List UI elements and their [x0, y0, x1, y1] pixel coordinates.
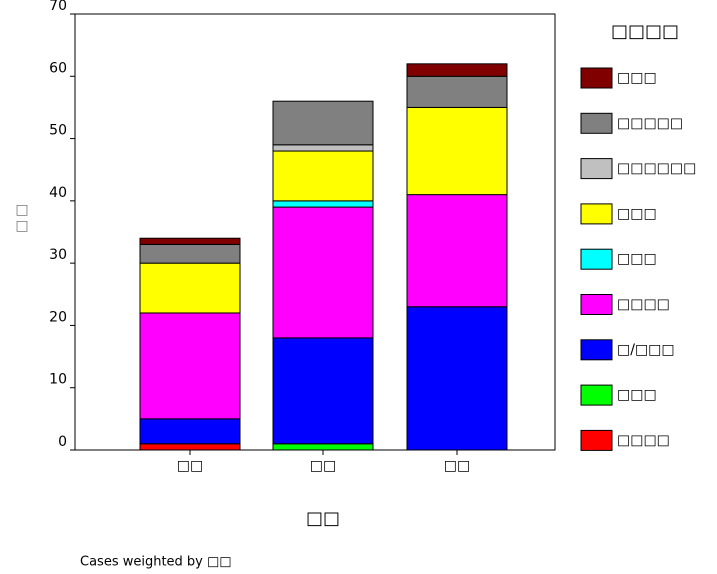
y-axis-label: □□	[14, 202, 30, 234]
bar-segment	[139, 237, 241, 245]
bar-segment	[272, 144, 374, 152]
bar-segment	[139, 312, 241, 420]
footnote: Cases weighted by □□	[80, 555, 232, 570]
y-tick-label: 70	[49, 0, 67, 14]
legend-label: □□□□	[617, 432, 670, 448]
legend-swatch	[580, 339, 613, 361]
legend-label: □□□	[617, 206, 657, 222]
legend-swatch	[580, 429, 613, 451]
legend-swatch	[580, 294, 613, 315]
bar-segment	[272, 443, 374, 451]
bar-segment	[272, 100, 374, 146]
bar-segment	[406, 194, 508, 308]
y-tick-label: 20	[49, 309, 67, 325]
x-tick-label: □□	[177, 458, 203, 474]
y-tick-label: 10	[49, 372, 67, 388]
legend-swatch	[580, 203, 613, 225]
legend-title: □□□□	[611, 21, 679, 42]
legend-label: □□□	[617, 251, 657, 267]
bar-segment	[139, 262, 241, 314]
bar-segment	[272, 150, 374, 202]
legend-label: □/□□□	[617, 342, 675, 358]
legend-swatch	[580, 112, 613, 134]
legend-swatch	[580, 158, 613, 180]
legend-swatch	[580, 67, 613, 89]
bar-segment	[139, 243, 241, 264]
bar-segment	[272, 206, 374, 339]
legend-label: □□□	[617, 70, 657, 86]
x-tick-label: □□	[310, 458, 336, 474]
y-tick-label: 0	[58, 434, 67, 450]
y-tick-label: 40	[49, 185, 67, 201]
bar-segment	[406, 75, 508, 108]
bar-segment	[272, 200, 374, 208]
bar-segment	[406, 106, 508, 196]
legend-swatch	[580, 248, 613, 270]
bar-segment	[406, 63, 508, 77]
legend-label: □□□□	[617, 297, 670, 313]
legend-swatch	[580, 384, 613, 406]
y-tick-label: 60	[49, 60, 67, 76]
legend-label: □□□□□□	[617, 161, 696, 177]
legend-label: □□□□□	[617, 115, 683, 131]
legend-label: □□□	[617, 387, 657, 403]
bar-segment	[139, 443, 241, 451]
y-tick-label: 30	[49, 247, 67, 263]
y-tick-label: 50	[49, 123, 67, 139]
x-tick-label: □□	[444, 458, 470, 474]
bar-segment	[272, 337, 374, 445]
bar-segment	[139, 418, 241, 445]
bar-segment	[406, 306, 508, 451]
x-axis-label: □□	[306, 508, 340, 529]
